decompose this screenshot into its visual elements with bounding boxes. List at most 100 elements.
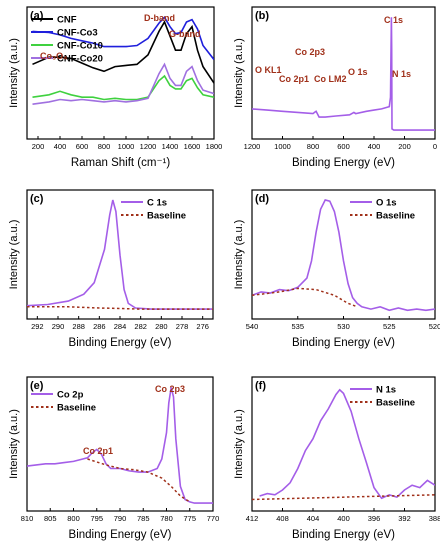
panel-d: 540 535 530 525 520 (d) Binding Energy (eV) Int… <box>233 189 440 349</box>
annotation-label: O KL1 <box>255 65 282 75</box>
series-line-co-2p <box>27 387 213 504</box>
legend-label: CNF-Co10 <box>57 41 103 52</box>
x-tick-label: 535 <box>291 322 304 331</box>
annotation-label: Co LM2 <box>314 74 347 84</box>
x-tick-label: 530 <box>337 322 350 331</box>
legend-label: CNF-Co3 <box>57 28 98 39</box>
annotation-label: Co 2p3 <box>155 384 185 394</box>
x-tick-label: 1600 <box>184 142 201 151</box>
panel-b: 1200 1000 800 600 400 200 0 (b) Binding Energy (… <box>233 6 437 169</box>
legend-label: Baseline <box>376 211 415 222</box>
annotation-label: C 1s <box>384 15 403 25</box>
x-tick-label: 282 <box>134 322 147 331</box>
legend-label: Co 2p <box>57 390 84 401</box>
x-tick-label: 404 <box>307 514 320 523</box>
x-tick-label: 1400 <box>162 142 179 151</box>
x-tick-label: 785 <box>137 514 150 523</box>
x-tick-label: 392 <box>398 514 411 523</box>
x-tick-label: 770 <box>207 514 220 523</box>
x-tick-label: 288 <box>72 322 85 331</box>
x-tick-label: 810 <box>21 514 34 523</box>
x-axis-label: Raman Shift (cm⁻¹) <box>71 157 171 169</box>
legend-label: Baseline <box>147 211 186 222</box>
annotation-label: G-band <box>169 29 201 39</box>
y-axis-label: Intensity (a.u.) <box>8 220 20 290</box>
annotation-label: O 1s <box>348 67 368 77</box>
x-tick-label: 600 <box>337 142 350 151</box>
panel-c: 292 290 288 286 284 282 280 278 276 (c) Binding En… <box>8 189 214 349</box>
x-tick-label: 292 <box>31 322 44 331</box>
legend-label: CNF <box>57 15 77 26</box>
panel-a: 200 400 600 800 1000 1200 1400 1600 1800 (a) Raman… <box>8 6 223 169</box>
annotation-label: N 1s <box>392 69 411 79</box>
x-tick-label: 400 <box>337 514 350 523</box>
x-tick-label: 540 <box>246 322 259 331</box>
plot-frame <box>251 189 436 320</box>
x-axis-label: Binding Energy (eV) <box>69 337 172 349</box>
series-line-cnf <box>32 20 214 84</box>
y-axis-label: Intensity (a.u.) <box>8 409 20 479</box>
panel-label: (b) <box>255 10 269 22</box>
series-line-b <box>252 17 435 131</box>
x-tick-label: 408 <box>276 514 289 523</box>
x-tick-label: 0 <box>433 142 437 151</box>
x-tick-label: 525 <box>383 322 396 331</box>
legend-label: Baseline <box>376 398 415 409</box>
series-line-baseline <box>252 494 435 501</box>
x-tick-label: 790 <box>114 514 127 523</box>
x-tick-label: 276 <box>196 322 209 331</box>
x-axis-label: Binding Energy (eV) <box>292 337 395 349</box>
y-axis-label: Intensity (a.u.) <box>233 409 245 479</box>
x-tick-label: 388 <box>429 514 440 523</box>
series-line-baseline <box>252 287 358 308</box>
series-line-cnf-co3 <box>32 15 214 61</box>
y-axis-label: Intensity (a.u.) <box>8 38 20 108</box>
series-line-cnf-co20 <box>32 62 214 105</box>
x-tick-label: 284 <box>114 322 127 331</box>
x-tick-label: 1800 <box>206 142 223 151</box>
series-line-baseline <box>87 458 191 503</box>
y-axis-label: Intensity (a.u.) <box>233 38 245 108</box>
legend-label: CNF-Co20 <box>57 54 103 65</box>
legend-label: O 1s <box>376 198 397 209</box>
x-tick-label: 280 <box>155 322 168 331</box>
x-tick-label: 800 <box>67 514 80 523</box>
panel-label: (d) <box>255 193 269 205</box>
panel-label: (c) <box>30 193 44 205</box>
panel-label: (f) <box>255 380 266 392</box>
x-tick-label: 1200 <box>244 142 261 151</box>
x-tick-label: 290 <box>52 322 65 331</box>
x-tick-label: 200 <box>32 142 45 151</box>
x-axis-label: Binding Energy (eV) <box>292 529 395 541</box>
x-tick-label: 286 <box>93 322 106 331</box>
annotation-label: Co 2p1 <box>279 74 309 84</box>
x-tick-label: 400 <box>368 142 381 151</box>
x-axis-label: Binding Energy (eV) <box>292 157 395 169</box>
x-tick-label: 800 <box>98 142 111 151</box>
legend-label: N 1s <box>376 385 396 396</box>
x-tick-label: 520 <box>429 322 440 331</box>
x-tick-label: 780 <box>160 514 173 523</box>
legend-label: Baseline <box>57 403 96 414</box>
series-line-n-1s <box>259 388 435 500</box>
x-tick-label: 805 <box>44 514 57 523</box>
x-tick-label: 1000 <box>118 142 135 151</box>
x-tick-label: 1000 <box>274 142 291 151</box>
x-tick-label: 396 <box>368 514 381 523</box>
x-tick-label: 412 <box>246 514 259 523</box>
annotation-label: D-band <box>144 13 175 23</box>
x-tick-label: 200 <box>398 142 411 151</box>
x-tick-label: 775 <box>183 514 196 523</box>
panel-e: 810 805 800 795 790 785 780 775 770 (e) Binding En… <box>8 376 220 541</box>
x-tick-label: 278 <box>176 322 189 331</box>
x-tick-label: 400 <box>54 142 67 151</box>
x-tick-label: 800 <box>307 142 320 151</box>
x-axis-label: Binding Energy (eV) <box>69 529 172 541</box>
plot-frame <box>26 6 215 140</box>
legend-label: C 1s <box>147 198 167 209</box>
annotation-label: Co 2p1 <box>83 446 113 456</box>
x-tick-label: 795 <box>90 514 103 523</box>
annotation-label: Co₃O₄ <box>40 51 67 61</box>
panel-label: (a) <box>30 10 44 22</box>
